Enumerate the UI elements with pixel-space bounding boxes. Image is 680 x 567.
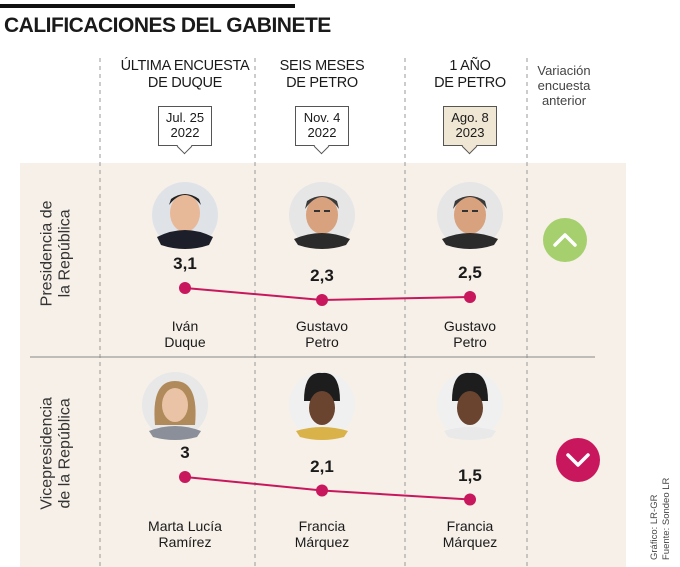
column-dividers — [99, 58, 528, 567]
row-label: Presidencia de la República — [38, 200, 74, 307]
credit: Gráfico: LR-GR — [649, 494, 660, 560]
column-heading: ÚLTIMA ENCUESTA DE DUQUE — [120, 58, 250, 91]
value-label: 3 — [180, 443, 190, 462]
date-box: Nov. 4 2022 — [295, 106, 349, 146]
category-label: Marta Lucía Ramírez — [148, 518, 222, 551]
value-label: 2,5 — [458, 263, 482, 282]
category-label: Francia Márquez — [442, 518, 498, 551]
trend-arrow — [566, 453, 590, 467]
date-box: Jul. 25 2022 — [158, 106, 212, 146]
value-label: 1,5 — [458, 465, 482, 485]
data-point — [179, 282, 191, 294]
category-label: Gustavo Petro — [443, 318, 497, 351]
data-point — [464, 291, 476, 303]
data-point — [316, 484, 328, 497]
value-label: 3,1 — [173, 254, 197, 273]
variation-heading: Variación encuesta anterior — [537, 63, 591, 108]
trend-badge — [543, 218, 587, 262]
title-bar — [0, 4, 295, 8]
data-point — [316, 294, 328, 306]
category-label: Gustavo Petro — [295, 318, 349, 351]
row-label: Vicepresidencia de la República — [38, 397, 74, 510]
value-label: 2,1 — [310, 456, 334, 476]
data-point — [179, 471, 191, 483]
value-label: 2,3 — [310, 266, 334, 285]
category-label: Iván Duque — [164, 318, 206, 351]
data-point — [464, 493, 476, 506]
column-heading: 1 AÑO DE PETRO — [434, 58, 506, 91]
date-box: Ago. 8 2023 — [443, 106, 497, 146]
trend-arrow — [553, 233, 577, 247]
category-label: Francia Márquez — [294, 518, 350, 551]
trend-badge — [556, 438, 600, 482]
title: CALIFICACIONES DEL GABINETE — [4, 14, 331, 37]
credit: Fuente: Sondeo LR — [661, 477, 672, 560]
column-heading: SEIS MESES DE PETRO — [279, 58, 365, 91]
portraits — [142, 182, 503, 440]
